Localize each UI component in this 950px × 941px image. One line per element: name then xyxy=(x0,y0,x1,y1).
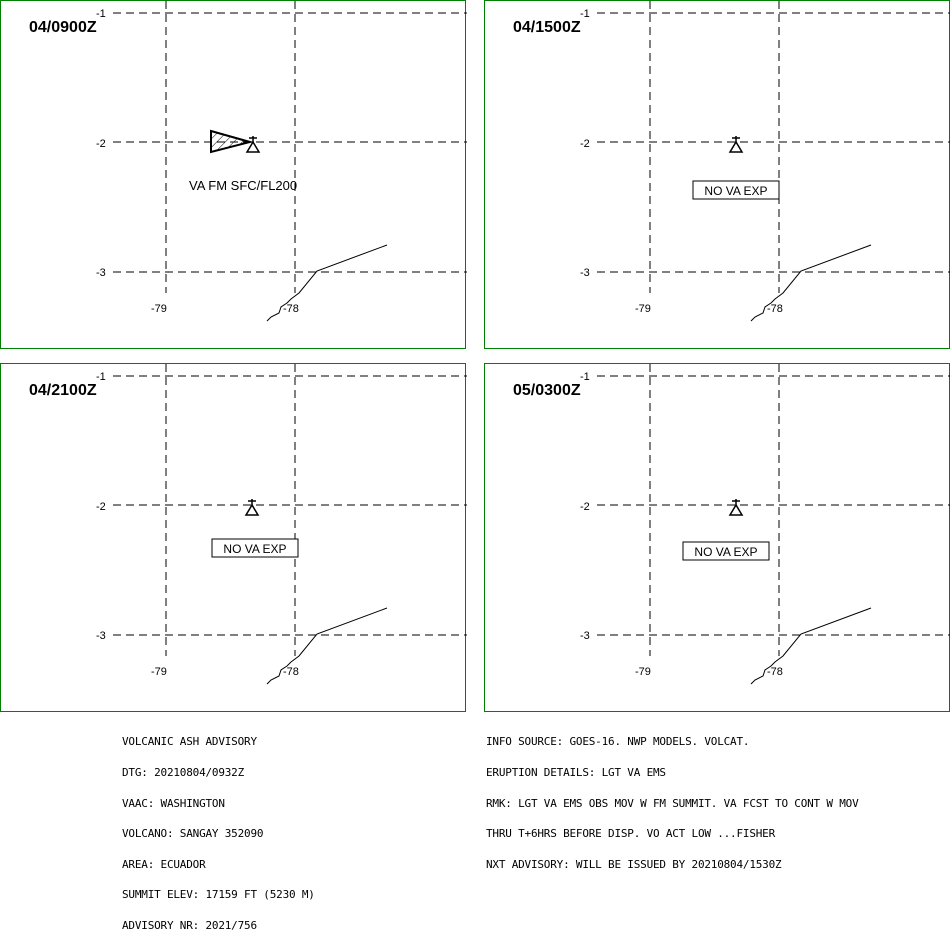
advisory-line: ADVISORY NR: 2021/756 xyxy=(122,918,257,932)
forecast-panel-1: -1 -2 -3 -79 -78 VA FM SFC/FL200 04/0900… xyxy=(0,0,467,349)
forecast-panel-3: -1 -2 -3 -79 -78 NO VA EXP 04/2100Z xyxy=(0,363,467,712)
advisory-header-block: VOLCANIC ASH ADVISORY DTG: 20210804/0932… xyxy=(122,717,315,941)
no-va-box xyxy=(211,538,299,558)
advisory-line: SUMMIT ELEV: 17159 FT (5230 M) xyxy=(122,888,315,902)
panel-map: -1 -2 -3 -79 -78 NO VA EXP xyxy=(580,364,950,685)
lat-grid xyxy=(597,364,950,656)
lat-tick-label: -1 xyxy=(96,371,106,383)
lon-tick-label: -79 xyxy=(151,303,167,315)
no-va-label: NO VA EXP xyxy=(694,545,757,559)
lon-tick-label: -79 xyxy=(635,303,651,315)
volcano-icon xyxy=(728,136,744,153)
panel-time: 04/2100Z xyxy=(29,382,97,399)
coastline xyxy=(266,607,388,685)
lat-tick-label: -3 xyxy=(96,630,106,642)
advisory-line: NXT ADVISORY: WILL BE ISSUED BY 20210804… xyxy=(486,857,782,871)
lat-grid xyxy=(597,1,950,293)
no-va-label: NO VA EXP xyxy=(704,184,767,198)
lat-tick-label: -2 xyxy=(580,138,590,150)
panel-map: -1 -2 -3 -79 -78 VA FM SFC/FL200 xyxy=(96,1,467,322)
lat-grid xyxy=(113,364,467,656)
forecast-panel-2: -1 -2 -3 -79 -78 NO VA EXP 04/1500Z xyxy=(484,0,950,349)
lat-tick-label: -3 xyxy=(96,267,106,279)
advisory-line: AREA: ECUADOR xyxy=(122,857,206,871)
lat-tick-label: -1 xyxy=(580,371,590,383)
no-va-label: NO VA EXP xyxy=(223,542,286,556)
volcano-icon xyxy=(245,136,261,153)
advisory-line: INFO SOURCE: GOES-16. NWP MODELS. VOLCAT… xyxy=(486,735,750,749)
coastline xyxy=(750,244,872,322)
advisory-line: ERUPTION DETAILS: LGT VA EMS xyxy=(486,766,666,779)
panel-time: 05/0300Z xyxy=(513,382,581,399)
advisory-line: VAAC: WASHINGTON xyxy=(122,796,225,810)
ash-cloud-polygon xyxy=(210,129,254,154)
lat-tick-label: -1 xyxy=(580,8,590,20)
lon-tick-label: -79 xyxy=(635,666,651,678)
lat-tick-label: -2 xyxy=(580,501,590,513)
advisory-line: VOLCANO: SANGAY 352090 xyxy=(122,827,264,841)
ash-cloud-label: VA FM SFC/FL200 xyxy=(189,178,297,193)
lat-tick-label: -2 xyxy=(96,138,106,150)
panel-time: 04/0900Z xyxy=(29,19,97,36)
panel-map: -1 -2 -3 -79 -78 NO VA EXP xyxy=(96,364,467,685)
lat-tick-label: -1 xyxy=(96,8,106,20)
coastline xyxy=(266,244,388,322)
lon-tick-label: -79 xyxy=(151,666,167,678)
advisory-line: THRU T+6HRS BEFORE DISP. VO ACT LOW ...F… xyxy=(486,827,776,841)
advisory-line: DTG: 20210804/0932Z xyxy=(122,766,245,779)
no-va-box xyxy=(692,180,780,200)
lon-tick-label: -78 xyxy=(767,303,783,315)
panel-time: 04/1500Z xyxy=(513,19,581,36)
lat-tick-label: -3 xyxy=(580,267,590,279)
forecast-panel-4: -1 -2 -3 -79 -78 NO VA EXP 05/0300Z xyxy=(484,363,950,712)
lat-tick-label: -3 xyxy=(580,630,590,642)
lon-tick-label: -78 xyxy=(283,303,299,315)
lon-tick-label: -78 xyxy=(767,666,783,678)
panel-map: -1 -2 -3 -79 -78 NO VA EXP xyxy=(580,1,950,322)
lat-grid xyxy=(113,1,467,293)
coastline xyxy=(750,607,872,685)
advisory-line: RMK: LGT VA EMS OBS MOV W FM SUMMIT. VA … xyxy=(486,796,859,810)
advisory-line: VOLCANIC ASH ADVISORY xyxy=(122,735,257,749)
no-va-box xyxy=(682,541,770,561)
lon-tick-label: -78 xyxy=(283,666,299,678)
lat-tick-label: -2 xyxy=(96,501,106,513)
advisory-remarks-block: INFO SOURCE: GOES-16. NWP MODELS. VOLCAT… xyxy=(486,717,859,880)
volcano-icon xyxy=(728,499,744,516)
volcano-icon xyxy=(244,499,260,516)
